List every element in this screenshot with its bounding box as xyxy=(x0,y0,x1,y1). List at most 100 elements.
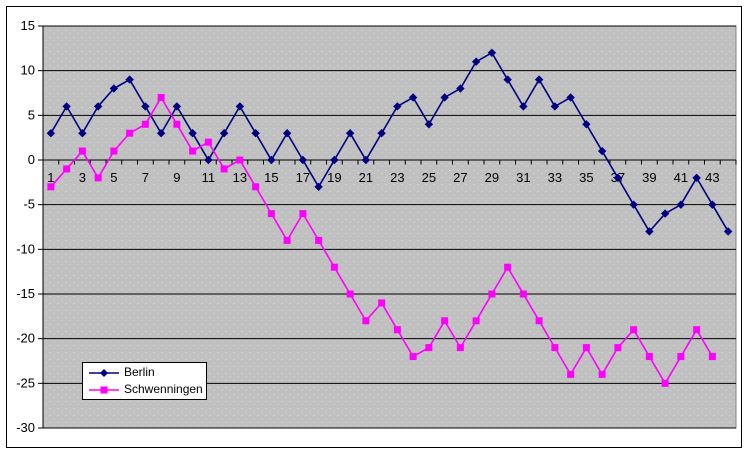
data-point[interactable] xyxy=(708,353,716,361)
data-point[interactable] xyxy=(487,48,497,57)
data-point[interactable] xyxy=(236,156,244,164)
data-point[interactable] xyxy=(157,93,165,101)
data-point[interactable] xyxy=(708,200,717,209)
data-point[interactable] xyxy=(298,155,308,165)
data-point[interactable] xyxy=(692,173,701,183)
y-axis-tick-label: 10 xyxy=(21,63,35,78)
data-point[interactable] xyxy=(109,84,119,93)
x-axis-tick-label: 35 xyxy=(579,170,593,185)
data-point[interactable] xyxy=(693,326,701,334)
data-point[interactable] xyxy=(630,326,638,334)
data-point[interactable] xyxy=(598,370,606,378)
x-axis-tick-label: 21 xyxy=(359,170,373,185)
legend[interactable]: Berlin Schwenningen xyxy=(82,362,207,400)
data-point[interactable] xyxy=(535,317,543,325)
data-point[interactable] xyxy=(582,120,591,129)
data-point[interactable] xyxy=(63,165,71,173)
data-point[interactable] xyxy=(629,200,638,209)
data-point[interactable] xyxy=(566,93,575,102)
data-point[interactable] xyxy=(551,344,559,352)
data-point[interactable] xyxy=(614,344,622,352)
series-line[interactable] xyxy=(50,51,729,233)
data-point[interactable] xyxy=(504,263,512,271)
data-point[interactable] xyxy=(408,93,418,102)
data-point[interactable] xyxy=(424,120,434,129)
data-point[interactable] xyxy=(660,209,670,218)
data-point[interactable] xyxy=(330,155,339,165)
data-point[interactable] xyxy=(441,317,449,325)
data-point[interactable] xyxy=(471,57,481,66)
data-point[interactable] xyxy=(219,129,229,138)
data-point[interactable] xyxy=(645,353,653,361)
data-point[interactable] xyxy=(267,210,275,218)
data-point[interactable] xyxy=(613,173,623,183)
data-point[interactable] xyxy=(78,147,86,155)
data-point[interactable] xyxy=(362,317,370,325)
data-point[interactable] xyxy=(361,155,371,165)
data-point[interactable] xyxy=(172,102,182,111)
data-point[interactable] xyxy=(251,129,260,138)
data-point[interactable] xyxy=(141,120,149,128)
data-point[interactable] xyxy=(393,326,401,334)
data-point[interactable] xyxy=(330,263,338,271)
data-point[interactable] xyxy=(188,129,197,138)
data-point[interactable] xyxy=(377,129,386,138)
series-schwenningen[interactable] xyxy=(47,93,716,387)
data-point[interactable] xyxy=(46,129,56,138)
data-point[interactable] xyxy=(534,75,544,84)
data-point[interactable] xyxy=(62,102,71,111)
data-point[interactable] xyxy=(645,227,654,236)
series-berlin[interactable] xyxy=(46,48,733,236)
data-point[interactable] xyxy=(567,370,575,378)
data-point[interactable] xyxy=(519,102,528,111)
data-point[interactable] xyxy=(345,129,355,138)
data-point[interactable] xyxy=(235,102,245,111)
legend-item-berlin[interactable]: Berlin xyxy=(89,365,206,380)
data-point[interactable] xyxy=(156,129,166,138)
data-point[interactable] xyxy=(252,183,260,191)
data-point[interactable] xyxy=(189,147,197,155)
data-point[interactable] xyxy=(503,75,512,84)
data-point[interactable] xyxy=(346,290,354,298)
data-point[interactable] xyxy=(582,344,590,352)
data-point[interactable] xyxy=(425,344,433,352)
data-point[interactable] xyxy=(378,299,386,307)
data-point[interactable] xyxy=(676,200,686,209)
y-axis-tick-label: -15 xyxy=(16,286,35,301)
data-point[interactable] xyxy=(393,102,402,111)
data-point[interactable] xyxy=(220,165,228,173)
data-point[interactable] xyxy=(723,227,733,236)
data-point[interactable] xyxy=(47,183,55,191)
data-point[interactable] xyxy=(661,379,669,387)
data-point[interactable] xyxy=(204,138,212,146)
legend-item-schwenningen[interactable]: Schwenningen xyxy=(89,382,206,397)
data-point[interactable] xyxy=(315,236,323,244)
data-point[interactable] xyxy=(283,236,291,244)
data-point[interactable] xyxy=(550,102,560,111)
data-point[interactable] xyxy=(299,210,307,218)
data-point[interactable] xyxy=(267,155,276,165)
data-point[interactable] xyxy=(78,129,87,138)
data-point[interactable] xyxy=(110,147,118,155)
data-point[interactable] xyxy=(282,129,292,138)
x-axis-tick-label: 43 xyxy=(705,170,719,185)
data-point[interactable] xyxy=(94,174,102,182)
data-point[interactable] xyxy=(409,353,417,361)
data-point[interactable] xyxy=(141,102,150,111)
data-point[interactable] xyxy=(472,317,480,325)
data-point[interactable] xyxy=(173,120,181,128)
data-point[interactable] xyxy=(93,102,103,111)
data-point[interactable] xyxy=(456,344,464,352)
legend-label-berlin: Berlin xyxy=(124,365,155,379)
data-point[interactable] xyxy=(204,155,213,165)
data-point[interactable] xyxy=(677,353,685,361)
data-point[interactable] xyxy=(456,84,465,93)
data-point[interactable] xyxy=(314,182,323,191)
data-point[interactable] xyxy=(597,146,607,156)
data-point[interactable] xyxy=(126,129,134,137)
data-point[interactable] xyxy=(519,290,527,298)
data-point[interactable] xyxy=(440,93,449,102)
data-point[interactable] xyxy=(125,75,134,84)
data-point[interactable] xyxy=(488,290,496,298)
